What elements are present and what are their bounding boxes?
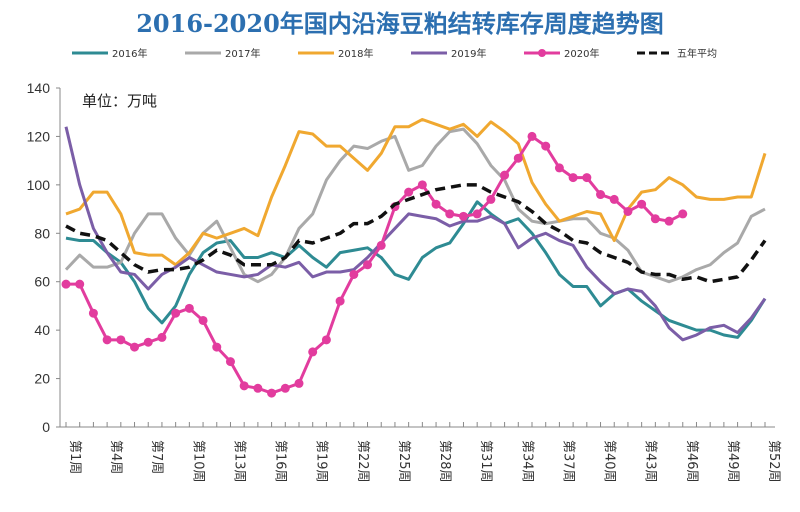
x-tick-label: 第28周 — [437, 440, 452, 483]
data-point — [568, 173, 578, 183]
x-tick-label: 第13周 — [231, 440, 246, 483]
series-line-2020年 — [66, 134, 684, 395]
data-point — [88, 308, 98, 318]
data-point — [363, 260, 373, 270]
x-tick-label: 第31周 — [478, 440, 493, 483]
data-point — [664, 216, 674, 226]
data-point — [417, 180, 427, 190]
data-point — [472, 209, 482, 219]
data-point — [171, 308, 181, 318]
data-point — [582, 173, 592, 183]
data-point — [267, 388, 277, 398]
legend-label: 2018年 — [338, 47, 373, 60]
data-point — [527, 131, 537, 141]
legend-label: 五年平均 — [677, 47, 717, 60]
x-tick-label: 第37周 — [560, 440, 575, 483]
data-point — [637, 199, 647, 209]
unit-label: 单位：万吨 — [82, 92, 157, 110]
data-point — [431, 199, 441, 209]
data-point — [102, 335, 112, 345]
y-tick-label: 60 — [34, 274, 50, 290]
x-tick-label: 第49周 — [725, 440, 740, 483]
data-point — [225, 357, 235, 367]
series-line-2018年 — [65, 117, 767, 267]
series-line-五年平均 — [65, 183, 767, 284]
y-tick-label: 80 — [34, 225, 50, 241]
data-point — [678, 209, 688, 219]
data-point — [75, 279, 85, 289]
y-tick-label: 40 — [34, 322, 50, 338]
x-tick-label: 第10周 — [190, 440, 205, 483]
y-tick-label: 100 — [27, 177, 51, 193]
series-line-2019年 — [64, 126, 767, 342]
y-tick-label: 120 — [27, 128, 51, 144]
data-point — [404, 187, 414, 197]
data-point — [239, 381, 249, 391]
data-point — [554, 163, 564, 173]
x-tick-label: 第40周 — [602, 440, 617, 483]
data-point — [157, 332, 167, 342]
data-point — [376, 240, 386, 250]
y-tick-label: 20 — [34, 371, 50, 387]
data-point — [541, 141, 551, 151]
y-tick-label: 140 — [27, 80, 51, 96]
y-tick-label: 0 — [42, 419, 50, 435]
x-tick-label: 第22周 — [355, 440, 370, 483]
x-tick-label: 第7周 — [149, 440, 164, 474]
data-point — [253, 383, 263, 393]
legend-label: 2016年 — [112, 47, 147, 60]
data-point — [650, 214, 660, 224]
data-point — [184, 303, 194, 313]
data-point — [458, 211, 468, 221]
x-tick-label: 第46周 — [684, 440, 699, 483]
x-tick-label: 第16周 — [273, 440, 288, 483]
x-tick-label: 第19周 — [314, 440, 329, 483]
chart-title: 2016-2020年国内沿海豆粕结转库存周度趋势图 — [136, 9, 664, 38]
x-tick-label: 第52周 — [766, 440, 781, 483]
data-point — [596, 190, 606, 200]
data-point — [445, 209, 455, 219]
data-point — [623, 206, 633, 216]
data-point — [513, 153, 523, 163]
x-tick-label: 第1周 — [67, 440, 82, 474]
legend-label: 2019年 — [451, 47, 486, 60]
series-line-2017年 — [64, 127, 766, 284]
data-point — [335, 296, 345, 306]
x-tick-label: 第4周 — [108, 440, 123, 474]
x-tick-label: 第43周 — [643, 440, 658, 483]
data-point — [486, 194, 496, 204]
data-point — [116, 335, 126, 345]
x-tick-label: 第25周 — [396, 440, 411, 483]
legend-label: 2017年 — [225, 47, 260, 60]
data-point — [321, 335, 331, 345]
data-point — [609, 194, 619, 204]
data-point — [198, 315, 208, 325]
series-line-2016年 — [65, 200, 767, 339]
data-point — [280, 383, 290, 393]
x-tick-label: 第34周 — [519, 440, 534, 483]
legend-label: 2020年 — [564, 47, 599, 60]
data-point — [130, 342, 140, 352]
data-point — [500, 170, 510, 180]
data-point — [61, 279, 71, 289]
data-point — [349, 269, 359, 279]
data-point — [294, 378, 304, 388]
data-point — [143, 337, 153, 347]
data-point — [308, 347, 318, 357]
legend-marker — [538, 49, 546, 57]
data-point — [212, 342, 222, 352]
